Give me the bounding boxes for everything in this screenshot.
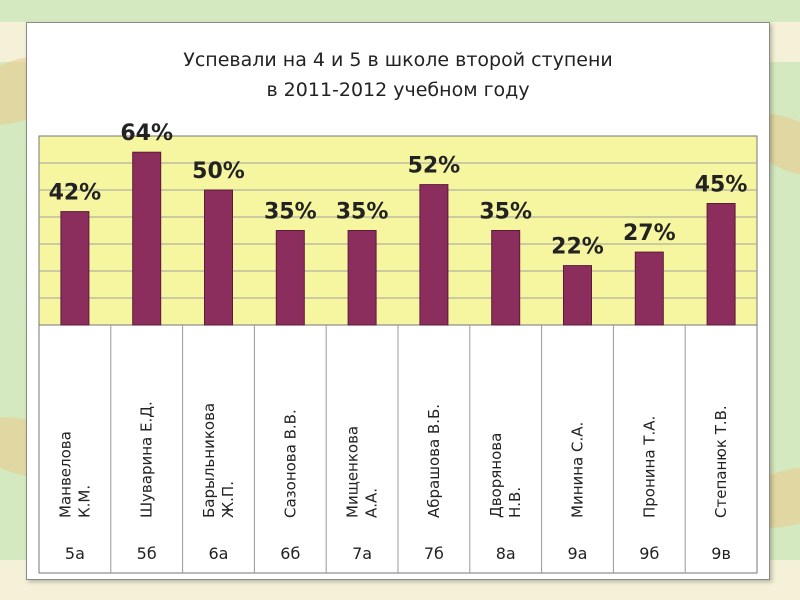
data-label: 50% (192, 159, 245, 184)
bar (634, 251, 664, 326)
category-label-line: Пронина Т.А. (640, 416, 658, 518)
category-label-line: Абрашова В.Б. (425, 404, 443, 518)
category-label-line: Мищенкова (344, 426, 362, 518)
category-label-line: Шуварина Е.Д. (138, 401, 156, 518)
class-label: 6б (280, 544, 300, 563)
chart-title: Успевали на 4 и 5 в школе второй ступени… (27, 45, 769, 105)
category-label-line: А.А. (363, 488, 381, 518)
data-label: 35% (336, 200, 389, 225)
category-label-line: Минина С.А. (569, 422, 587, 518)
class-label: 9в (711, 544, 731, 563)
category-label: МанвеловаК.М. (56, 431, 93, 518)
bar (563, 265, 592, 326)
class-label: 5а (65, 544, 85, 563)
class-label: 7б (424, 544, 444, 563)
category-label-line: Степанюк Т.В. (712, 405, 730, 518)
bar (419, 184, 449, 326)
category-label: Степанюк Т.В. (712, 405, 730, 518)
data-label: 52% (408, 154, 461, 179)
category-label-line: Дворянова (487, 433, 505, 518)
data-label: 35% (264, 200, 317, 225)
category-label-line: Сазонова В.В. (281, 409, 299, 518)
category-label: МищенковаА.А. (344, 426, 381, 518)
data-label: 27% (623, 221, 676, 246)
category-label: Сазонова В.В. (281, 409, 299, 518)
data-label: 45% (695, 173, 748, 198)
data-label: 42% (49, 181, 102, 206)
bar (347, 230, 377, 326)
class-label: 5б (137, 544, 157, 563)
bar (491, 230, 521, 326)
chart-card: Успевали на 4 и 5 в школе второй ступени… (26, 22, 770, 580)
bar (60, 211, 90, 326)
bar-chart: 42% МанвеловаК.М. 5а 64% Шуварина Е.Д. 5б 50% Б… (38, 121, 758, 574)
bar (706, 203, 736, 326)
bar (275, 230, 305, 326)
category-label: БарыльниковаЖ.П. (200, 403, 237, 518)
category-label: ДворяноваН.В. (487, 433, 524, 518)
category-label-line: Барыльникова (200, 403, 218, 518)
category-label-line: Ж.П. (219, 481, 237, 518)
category-label-line: Манвелова (56, 431, 74, 518)
category-label-line: К.М. (75, 485, 93, 518)
class-label: 9а (568, 544, 588, 563)
class-label: 6а (209, 544, 229, 563)
category-label: Минина С.А. (569, 422, 587, 518)
class-label: 9б (639, 544, 659, 563)
class-label: 7а (352, 544, 372, 563)
data-label: 22% (551, 235, 604, 260)
category-label: Абрашова В.Б. (425, 404, 443, 518)
chart-title-line-2: в 2011-2012 учебном году (266, 79, 530, 101)
category-label: Шуварина Е.Д. (138, 401, 156, 518)
bar (204, 189, 233, 326)
category-label: Пронина Т.А. (640, 416, 658, 518)
bar (132, 151, 162, 326)
category-label-line: Н.В. (506, 487, 524, 518)
chart-title-line-1: Успевали на 4 и 5 в школе второй ступени (183, 49, 613, 71)
data-label: 35% (479, 200, 532, 225)
data-label: 64% (120, 121, 173, 146)
class-label: 8а (496, 544, 516, 563)
